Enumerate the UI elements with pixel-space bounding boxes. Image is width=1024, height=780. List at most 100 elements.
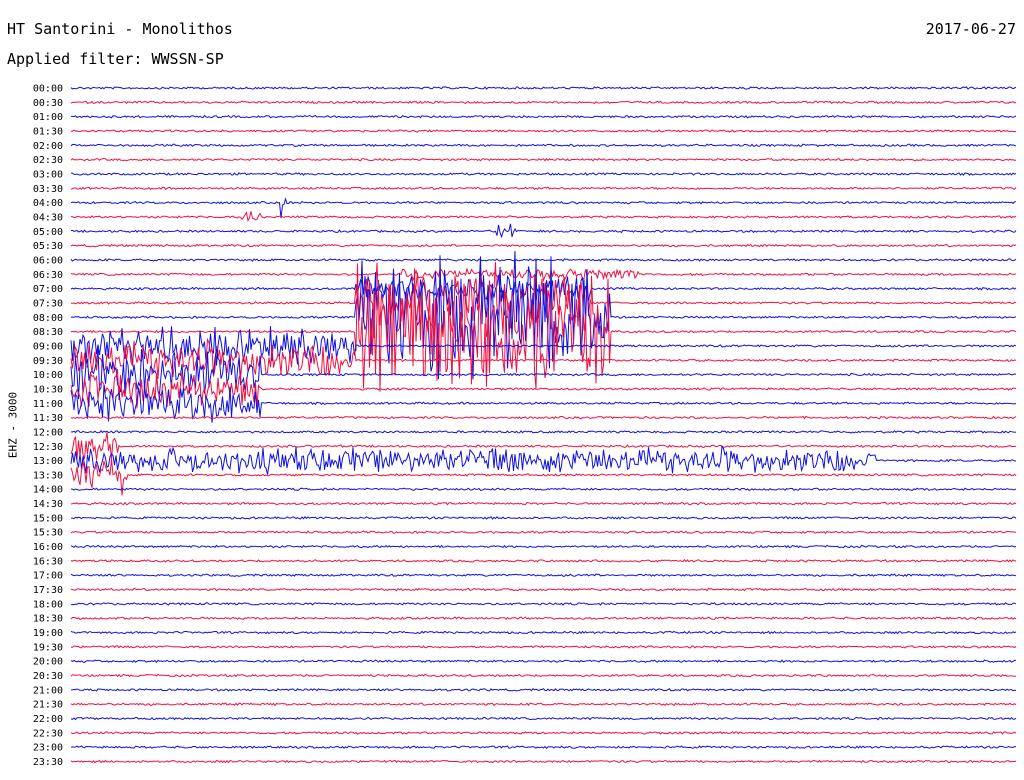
- tick-label: 08:30: [33, 327, 63, 338]
- tick-label: 17:00: [33, 571, 63, 582]
- trace-line: [70, 688, 1017, 692]
- trace-line: [71, 211, 1017, 223]
- trace-line: [70, 616, 1017, 621]
- trace-line: [70, 673, 1017, 678]
- trace-line: [70, 544, 1017, 549]
- trace-line: [70, 100, 1017, 105]
- tick-label: 03:00: [33, 170, 63, 181]
- tick-label: 15:00: [33, 513, 63, 524]
- trace-line: [70, 702, 1017, 707]
- trace-line: [70, 444, 1017, 475]
- trace-line: [71, 262, 1017, 339]
- date-label: 2017-06-27: [925, 20, 1016, 38]
- trace-line: [70, 368, 1017, 409]
- tick-label: 09:00: [33, 341, 63, 352]
- tick-label: 03:30: [33, 184, 63, 195]
- trace-line: [70, 186, 1017, 191]
- trace-line: [70, 258, 1017, 262]
- tick-label: 14:00: [33, 485, 63, 496]
- tick-label: 23:30: [33, 757, 63, 768]
- tick-label: 10:00: [33, 370, 63, 381]
- tick-labels: 00:00 00:30 01:00 01:30 02:00 02:30 03:00 03:30…: [33, 84, 63, 769]
- trace-line: [70, 559, 1017, 563]
- tick-label: 00:00: [33, 84, 63, 95]
- trace-line: [70, 129, 1017, 133]
- tick-label: 19:30: [33, 642, 63, 653]
- trace-line: [70, 267, 1017, 283]
- trace-line: [70, 197, 1017, 219]
- tick-label: 18:30: [33, 614, 63, 625]
- tick-label: 16:00: [33, 542, 63, 553]
- trace-line: [71, 114, 1017, 119]
- trace-line: [70, 384, 1017, 423]
- trace-line: [70, 243, 1017, 248]
- trace-line: [70, 716, 1017, 721]
- tick-label: 10:30: [33, 384, 63, 395]
- trace-line: [70, 745, 1017, 750]
- tick-label: 11:30: [33, 413, 63, 424]
- trace-line: [70, 432, 1017, 460]
- trace-line: [70, 143, 1017, 148]
- tick-label: 13:30: [33, 470, 63, 481]
- tick-label: 22:00: [33, 714, 63, 725]
- tick-label: 20:00: [33, 657, 63, 668]
- tick-label: 22:30: [33, 728, 63, 739]
- trace-line: [70, 759, 1017, 764]
- tick-label: 17:30: [33, 585, 63, 596]
- trace-line: [70, 501, 1017, 506]
- tick-label: 16:30: [33, 556, 63, 567]
- tick-label: 14:30: [33, 499, 63, 510]
- tick-label: 20:30: [33, 671, 63, 682]
- tick-label: 04:00: [33, 198, 63, 209]
- trace-line: [70, 415, 1017, 420]
- trace-line: [70, 348, 1017, 400]
- tick-label: 12:00: [33, 427, 63, 438]
- filter-label: Applied filter: WWSSN-SP: [7, 50, 224, 68]
- trace-line: [70, 86, 1017, 90]
- tick-label: 06:00: [33, 256, 63, 267]
- tick-label: 07:00: [33, 284, 63, 295]
- tick-label: 13:00: [33, 456, 63, 467]
- trace-line: [70, 157, 1017, 162]
- tick-label: 01:00: [33, 112, 63, 123]
- trace-line: [70, 731, 1017, 735]
- tick-label: 02:00: [33, 141, 63, 152]
- trace-line: [70, 659, 1017, 664]
- tick-label: 05:30: [33, 241, 63, 252]
- tick-label: 00:30: [33, 98, 63, 109]
- trace-line: [71, 645, 1017, 649]
- tick-label: 02:30: [33, 155, 63, 166]
- trace-line: [70, 573, 1017, 578]
- traces: [70, 86, 1017, 764]
- tick-label: 06:30: [33, 270, 63, 281]
- tick-label: 23:00: [33, 743, 63, 754]
- tick-label: 15:30: [33, 528, 63, 539]
- trace-line: [70, 223, 1017, 239]
- tick-label: 11:00: [33, 399, 63, 410]
- trace-line: [70, 326, 1017, 366]
- trace-line: [70, 458, 1017, 496]
- tick-label: 09:30: [33, 356, 63, 367]
- tick-label: 18:00: [33, 599, 63, 610]
- tick-label: 19:00: [33, 628, 63, 639]
- trace-line: [70, 250, 1017, 380]
- trace-line: [70, 630, 1017, 635]
- tick-label: 08:00: [33, 313, 63, 324]
- tick-label: 05:00: [33, 227, 63, 238]
- station-title: HT Santorini - Monolithos: [7, 20, 233, 38]
- tick-label: 07:30: [33, 298, 63, 309]
- tick-label: 04:30: [33, 213, 63, 224]
- trace-line: [70, 263, 1017, 392]
- trace-line: [71, 172, 1017, 176]
- tick-label: 21:00: [33, 685, 63, 696]
- trace-line: [70, 515, 1017, 520]
- trace-line: [70, 587, 1017, 592]
- tick-label: 01:30: [33, 127, 63, 138]
- trace-line: [70, 602, 1017, 606]
- tick-label: 12:30: [33, 442, 63, 453]
- tick-label: 21:30: [33, 700, 63, 711]
- trace-line: [70, 430, 1017, 434]
- trace-line: [70, 337, 1017, 380]
- trace-line: [70, 530, 1017, 535]
